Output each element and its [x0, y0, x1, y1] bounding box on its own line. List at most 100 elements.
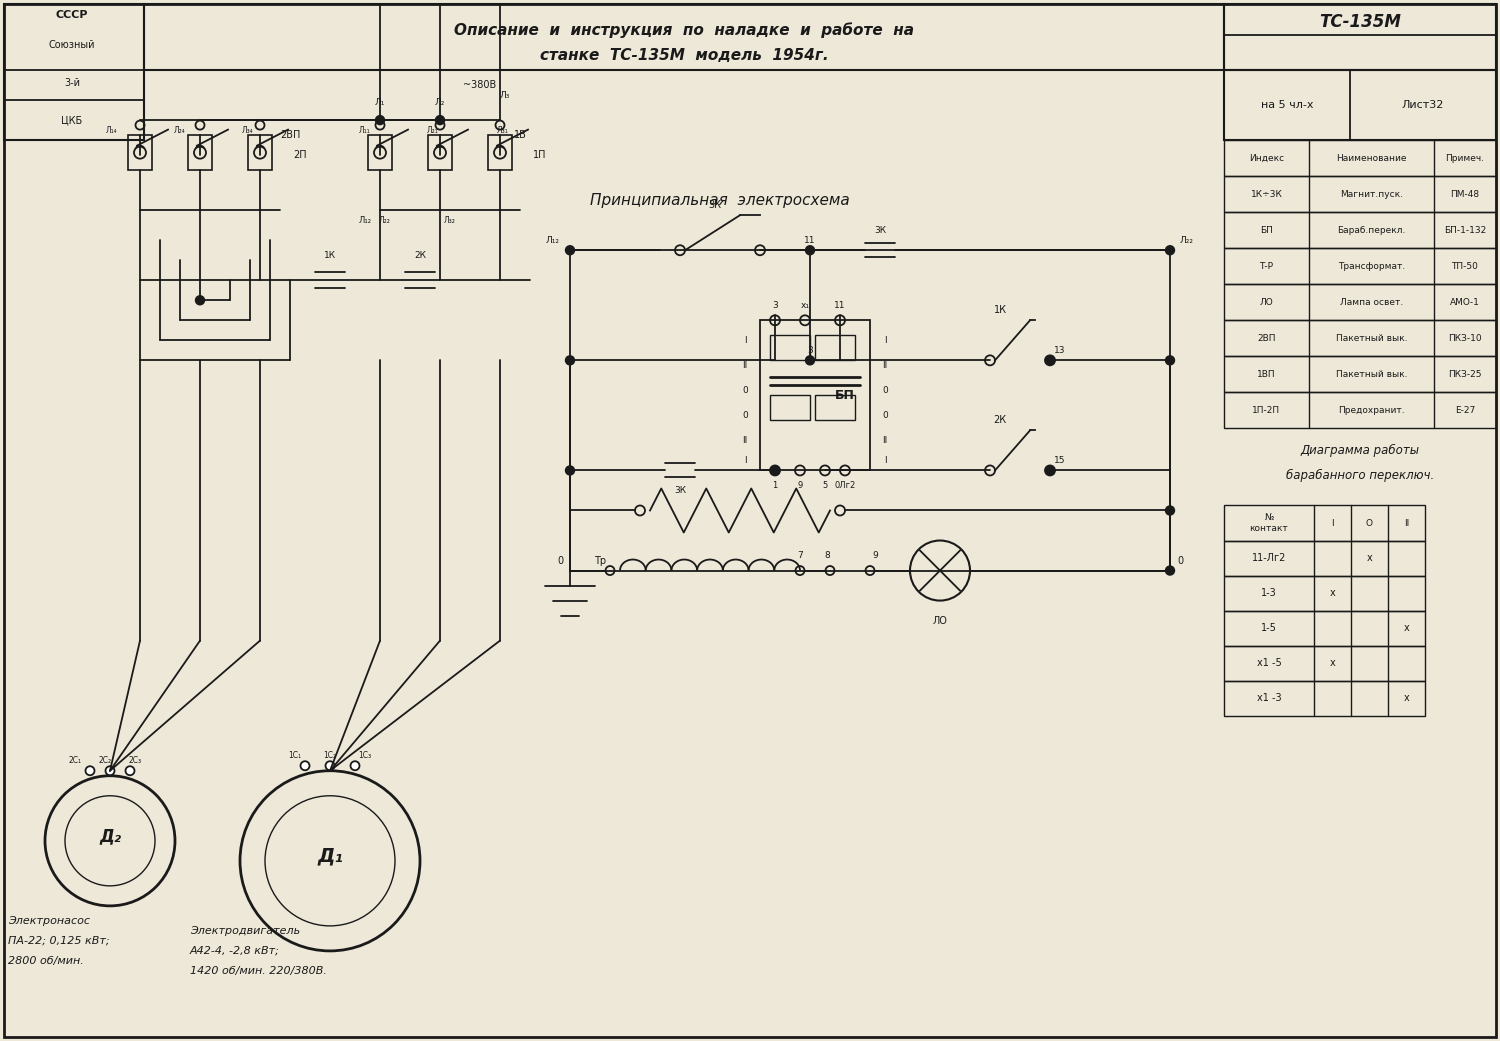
Text: 1420 об/мин. 220/380В.: 1420 об/мин. 220/380В.: [190, 966, 327, 975]
Bar: [4, 4, 144, 141]
Text: Л₃: Л₃: [500, 91, 510, 100]
Text: II: II: [742, 436, 747, 445]
Bar: [1224, 321, 1496, 356]
Text: Электронасос: Электронасос: [8, 916, 90, 925]
Bar: [1224, 4, 1496, 70]
Text: АМО-1: АМО-1: [1450, 298, 1480, 307]
Text: Пакетный вык.: Пакетный вык.: [1335, 370, 1407, 379]
Text: 13: 13: [1054, 346, 1065, 355]
Text: Тр: Тр: [594, 556, 606, 565]
Text: 15: 15: [1054, 456, 1065, 465]
Text: 0: 0: [882, 411, 888, 420]
Text: 1С₂: 1С₂: [324, 752, 336, 760]
Text: БП: БП: [836, 389, 855, 402]
Text: Д₁: Д₁: [316, 846, 344, 865]
Bar: [1224, 506, 1425, 540]
Text: БП: БП: [1260, 226, 1274, 234]
Circle shape: [195, 296, 204, 305]
Text: 2ВП: 2ВП: [1257, 334, 1275, 342]
Text: ЛО: ЛО: [933, 615, 948, 626]
Text: 1-3: 1-3: [1262, 588, 1276, 599]
Text: 2С₃: 2С₃: [129, 756, 141, 765]
Text: Электродвигатель: Электродвигатель: [190, 925, 300, 936]
Bar: [815, 335, 855, 360]
Text: 2К: 2К: [993, 415, 1006, 426]
Circle shape: [351, 761, 360, 770]
Bar: [1224, 141, 1496, 176]
Text: 3К: 3К: [874, 226, 886, 234]
Text: II: II: [882, 436, 888, 445]
Text: 2С₂: 2С₂: [99, 756, 111, 765]
Text: 11: 11: [834, 301, 846, 310]
Text: Л₂₄: Л₂₄: [174, 126, 186, 134]
Bar: [368, 135, 392, 170]
Text: О: О: [1366, 518, 1372, 528]
Text: 0: 0: [556, 556, 562, 565]
Text: СССР: СССР: [56, 10, 88, 20]
Circle shape: [86, 766, 94, 776]
Bar: [770, 335, 810, 360]
Text: 1С₃: 1С₃: [358, 752, 372, 760]
Text: 1П-2П: 1П-2П: [1252, 406, 1281, 415]
Text: II: II: [742, 361, 747, 370]
Text: 0: 0: [742, 411, 748, 420]
Circle shape: [1166, 246, 1174, 255]
Text: ПКЗ-25: ПКЗ-25: [1448, 370, 1482, 379]
Circle shape: [254, 147, 266, 158]
Bar: [1224, 392, 1496, 429]
Text: 1С₁: 1С₁: [288, 752, 302, 760]
Bar: [1224, 70, 1496, 141]
Circle shape: [300, 761, 309, 770]
Bar: [760, 321, 870, 471]
Bar: [1224, 681, 1425, 716]
Text: Е-27: Е-27: [1455, 406, 1474, 415]
Text: 2С₁: 2С₁: [69, 756, 81, 765]
Text: 3: 3: [772, 301, 778, 310]
Text: 11: 11: [804, 235, 816, 245]
Text: Л₃₁: Л₃₁: [496, 126, 508, 134]
Circle shape: [194, 147, 206, 158]
Circle shape: [1166, 566, 1174, 575]
Text: ПМ-48: ПМ-48: [1450, 189, 1479, 199]
Text: 8: 8: [824, 551, 830, 560]
Text: 1К: 1К: [324, 251, 336, 260]
Text: Л₂₂: Л₂₂: [380, 215, 392, 225]
Text: Союзный: Союзный: [48, 40, 96, 50]
Bar: [248, 135, 272, 170]
Text: Описание  и  инструкция  по  наладке  и  работе  на: Описание и инструкция по наладке и работ…: [454, 22, 914, 37]
Text: А42-4, -2,8 кВт;: А42-4, -2,8 кВт;: [190, 946, 280, 956]
Circle shape: [105, 766, 114, 776]
Text: х: х: [1329, 588, 1335, 599]
Circle shape: [1166, 356, 1174, 364]
Text: 3: 3: [807, 346, 813, 355]
Text: 11-Лг2: 11-Лг2: [1252, 553, 1286, 563]
Text: Л₁₂: Л₁₂: [358, 215, 372, 225]
Text: х₁: х₁: [801, 301, 810, 310]
Text: ЦКБ: ЦКБ: [62, 116, 82, 125]
Text: Диаграмма работы: Диаграмма работы: [1300, 443, 1419, 457]
Bar: [1224, 356, 1496, 392]
Text: 2К: 2К: [414, 251, 426, 260]
Text: I: I: [744, 336, 747, 345]
Circle shape: [806, 356, 814, 364]
Circle shape: [566, 246, 574, 255]
Circle shape: [494, 147, 506, 158]
Circle shape: [134, 147, 146, 158]
Text: 3К: 3К: [708, 200, 722, 210]
Text: 3-й: 3-й: [64, 78, 80, 88]
Circle shape: [435, 116, 444, 125]
Text: I: I: [1330, 518, 1334, 528]
Text: Пакетный вык.: Пакетный вык.: [1335, 334, 1407, 342]
Text: 2П: 2П: [292, 150, 308, 160]
Text: Л₂₂: Л₂₂: [1180, 235, 1194, 245]
Text: 0: 0: [1178, 556, 1184, 565]
Text: барабанного переключ.: барабанного переключ.: [1286, 468, 1434, 482]
Text: х: х: [1329, 658, 1335, 668]
Circle shape: [374, 147, 386, 158]
Text: х: х: [1404, 624, 1410, 633]
Text: х: х: [1404, 693, 1410, 703]
Text: 2ВП: 2ВП: [280, 130, 300, 141]
Text: Т-Р: Т-Р: [1260, 261, 1274, 271]
Text: 0: 0: [742, 386, 748, 395]
Circle shape: [1166, 506, 1174, 515]
